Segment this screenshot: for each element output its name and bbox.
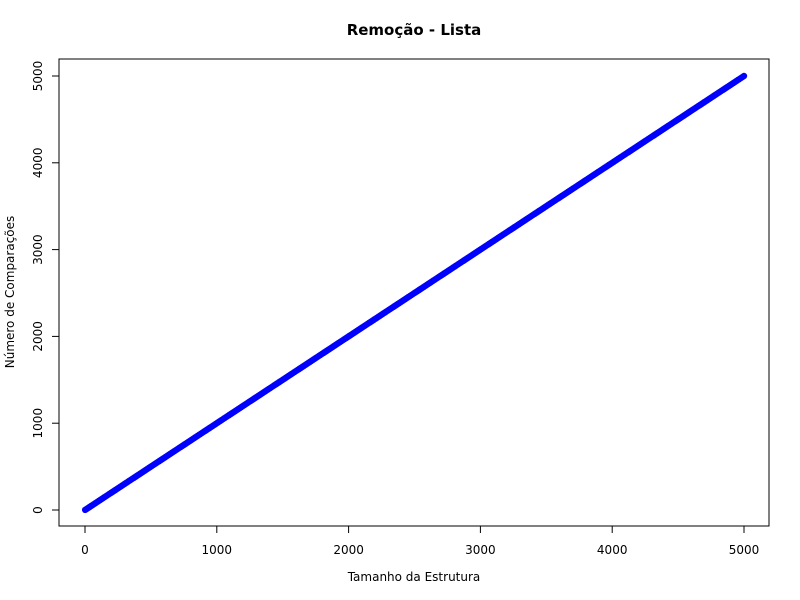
- chart-title: Remoção - Lista: [347, 21, 482, 39]
- data-points: [81, 72, 748, 514]
- data-point: [740, 72, 748, 80]
- y-tick-label: 3000: [31, 234, 45, 265]
- y-tick-label: 0: [31, 506, 45, 514]
- y-tick-label: 5000: [31, 61, 45, 92]
- y-tick-label: 2000: [31, 321, 45, 352]
- x-tick-label: 2000: [333, 543, 364, 557]
- x-tick-label: 5000: [729, 543, 760, 557]
- y-axis-label: Número de Comparações: [3, 216, 17, 369]
- x-axis: 0 1000 2000 3000 4000 5000: [81, 525, 760, 557]
- y-tick-label: 1000: [31, 408, 45, 439]
- x-tick-label: 3000: [465, 543, 496, 557]
- y-axis: 0 1000 2000 3000 4000 5000: [31, 61, 60, 514]
- x-tick-label: 1000: [202, 543, 233, 557]
- x-axis-label: Tamanho da Estrutura: [347, 570, 481, 584]
- x-tick-label: 0: [81, 543, 89, 557]
- x-tick-label: 4000: [597, 543, 628, 557]
- y-tick-label: 4000: [31, 148, 45, 179]
